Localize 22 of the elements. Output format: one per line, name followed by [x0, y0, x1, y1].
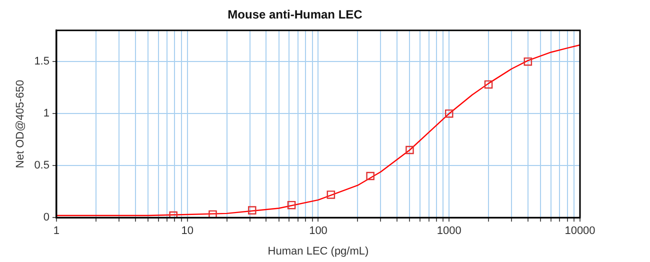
point	[406, 146, 414, 154]
y-tick-label: 0	[43, 212, 50, 224]
point	[484, 80, 493, 89]
chart-title: Mouse anti-Human LEC	[228, 8, 363, 22]
x-tick-label: 1	[53, 225, 60, 238]
point	[169, 211, 178, 218]
x-tick-label: 1000	[436, 225, 462, 238]
x-tick-label: 10	[181, 225, 194, 238]
x-axis-title: Human LEC (pg/mL)	[268, 245, 369, 258]
y-tick-label: 1	[43, 108, 50, 120]
y-tick-label: 0.5	[34, 160, 50, 172]
point	[208, 210, 217, 218]
point	[366, 172, 374, 180]
y-axis-title: Net OD@405-650	[14, 80, 27, 168]
x-tick-label: 100	[309, 225, 328, 238]
x-tick-label: 10000	[564, 225, 596, 238]
point	[444, 109, 454, 118]
point	[287, 200, 296, 210]
point	[326, 190, 336, 199]
point	[248, 206, 256, 214]
y-tick-label: 1.5	[34, 56, 50, 68]
point	[524, 57, 532, 66]
